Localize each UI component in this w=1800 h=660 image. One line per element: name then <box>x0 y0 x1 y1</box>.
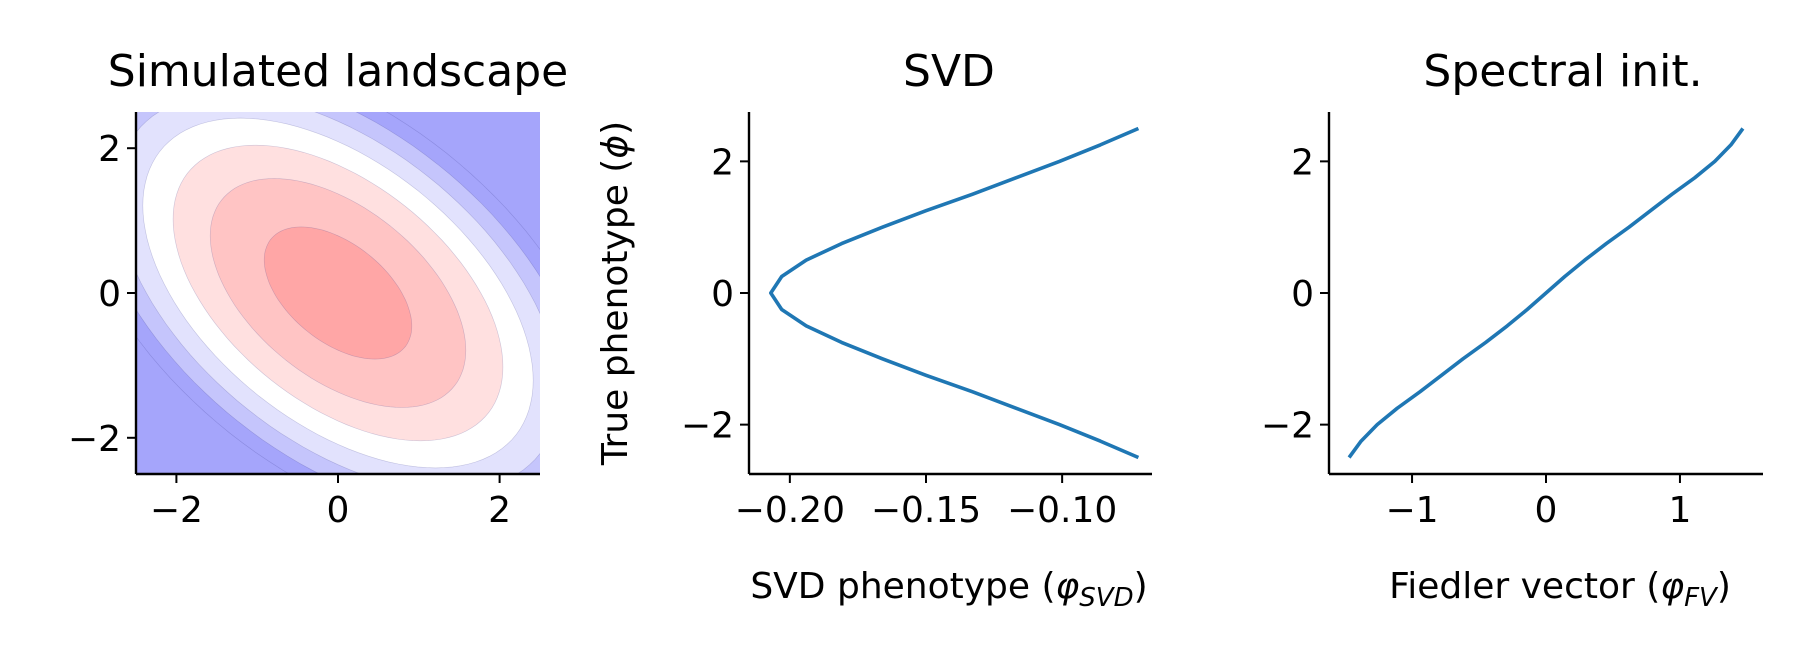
contour-band-7 <box>263 226 413 360</box>
landscape-y-tick-label: −2 <box>68 419 121 460</box>
svd-axes: −0.20 −0.15 −0.10 −2 0 2 <box>681 112 1152 531</box>
spectral-x-tick-label: 0 <box>1535 490 1558 531</box>
spectral-x-tick-label: −1 <box>1386 490 1439 531</box>
svd-x-axis-label: SVD phenotype (φSVD) <box>750 566 1147 613</box>
svd-x-tick-label: −0.20 <box>735 490 845 531</box>
svd-y-tick-label: −2 <box>681 406 734 447</box>
y-axis-label: True phenotype (ϕ) <box>595 121 636 466</box>
landscape-y-tick-label: 2 <box>98 129 121 170</box>
landscape-title: Simulated landscape <box>108 46 568 97</box>
svd-x-tick-label: −0.10 <box>1007 490 1117 531</box>
panel-landscape: Simulated landscape −2 0 2 −2 0 2 <box>68 46 568 531</box>
spectral-title: Spectral init. <box>1423 46 1702 97</box>
svd-x-tick-label: −0.15 <box>871 490 981 531</box>
panel-svd: SVD −0.20 −0.15 −0.10 −2 0 2 SVD phenotype (φ… <box>595 46 1152 613</box>
spectral-series-line <box>1347 127 1745 459</box>
spectral-y-tick-label: 2 <box>1291 142 1314 183</box>
landscape-x-tick-label: 0 <box>327 490 350 531</box>
landscape-y-tick-label: 0 <box>98 274 121 315</box>
spectral-y-tick-label: 0 <box>1291 274 1314 315</box>
landscape-contours <box>136 112 540 474</box>
svd-y-tick-label: 0 <box>711 274 734 315</box>
spectral-x-tick-label: 1 <box>1668 490 1691 531</box>
svd-title: SVD <box>903 46 995 97</box>
landscape-x-tick-label: −2 <box>150 490 203 531</box>
svd-series-line <box>769 126 1140 460</box>
spectral-x-axis-label: Fiedler vector (φFV) <box>1389 566 1731 613</box>
svd-plot-area <box>769 126 1140 460</box>
landscape-axes: −2 0 2 −2 0 2 <box>68 112 540 531</box>
spectral-plot-area <box>1347 127 1745 459</box>
panel-spectral: Spectral init. −1 0 1 −2 0 2 Fiedler vector (… <box>1261 46 1763 613</box>
spectral-y-tick-label: −2 <box>1261 406 1314 447</box>
svd-y-tick-label: 2 <box>711 142 734 183</box>
spectral-axes: −1 0 1 −2 0 2 <box>1261 112 1763 531</box>
landscape-x-tick-label: 2 <box>488 490 511 531</box>
